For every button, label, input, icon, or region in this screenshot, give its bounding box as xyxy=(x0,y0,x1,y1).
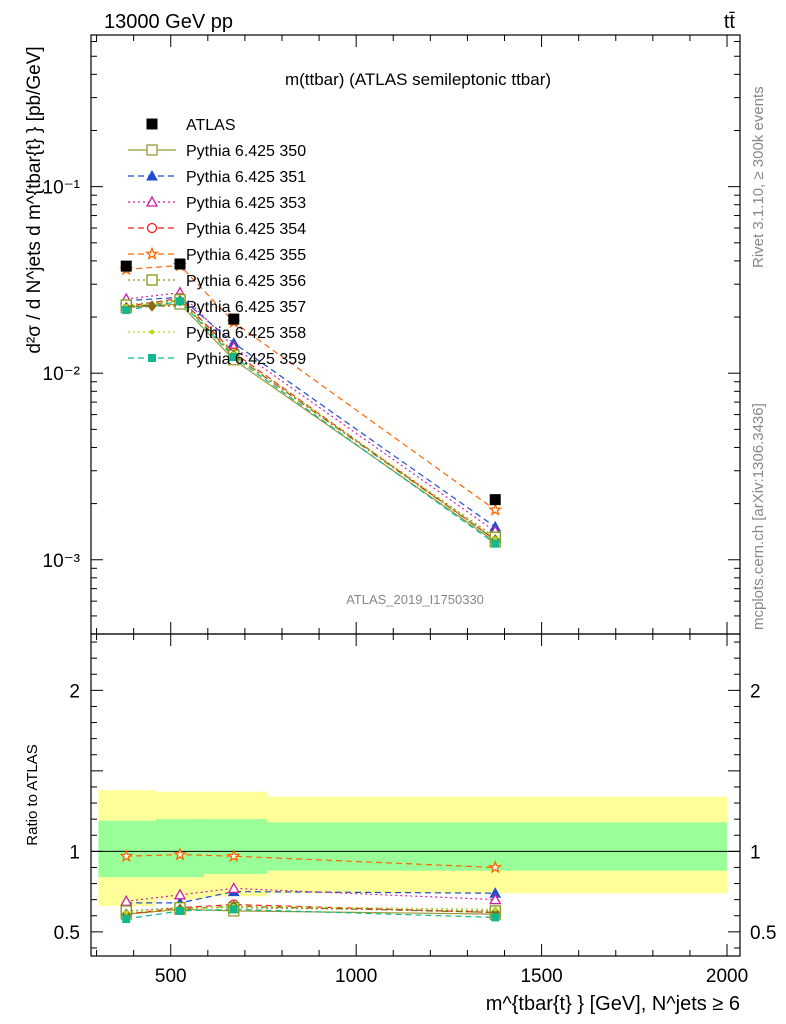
ratio-line-7 xyxy=(126,905,496,914)
legend-label: Pythia 6.425 356 xyxy=(186,273,306,290)
data-point xyxy=(488,502,503,516)
series-line-4 xyxy=(126,264,496,511)
ratio-point xyxy=(120,894,133,906)
ratio-line-4 xyxy=(126,853,496,869)
atlas-data-point xyxy=(120,260,132,272)
watermark: ATLAS_2019_I1750330 xyxy=(346,592,484,607)
ratio-point xyxy=(227,882,240,894)
ratio-point xyxy=(173,888,187,900)
legend-marker xyxy=(148,354,156,362)
x-tick-label: 1500 xyxy=(520,966,562,987)
rivet-label: Rivet 3.1.10, ≥ 300k events xyxy=(750,86,767,268)
x-tick-label: 500 xyxy=(155,966,187,987)
ratio-point xyxy=(488,860,503,874)
legend-label: Pythia 6.425 350 xyxy=(186,143,306,160)
series-line-8 xyxy=(126,300,496,545)
series-line-1 xyxy=(126,296,496,528)
legend-marker xyxy=(146,222,158,234)
atlas-data-point xyxy=(489,494,501,506)
legend-label: Pythia 6.425 354 xyxy=(186,221,306,238)
series-markers xyxy=(119,258,503,923)
legend-marker xyxy=(145,195,159,207)
legend-marker xyxy=(146,144,158,156)
chart-text: 13000 GeV pp tt̄ m(ttbar) (ATLAS semilep… xyxy=(24,11,767,1015)
ratio-y-tick-label: 0.5 xyxy=(54,923,80,944)
series-line-0 xyxy=(126,303,496,543)
data-point xyxy=(122,306,131,315)
data-point xyxy=(176,297,185,306)
header-left: 13000 GeV pp xyxy=(104,11,233,33)
ratio-line-2 xyxy=(126,887,496,902)
ratio-point xyxy=(123,910,129,915)
ratio-line-8 xyxy=(126,908,496,920)
ratio-point xyxy=(176,906,185,915)
legend-marker xyxy=(149,329,155,335)
x-tick-label: 2000 xyxy=(706,966,748,987)
ratio-point xyxy=(226,848,241,863)
source-label: mcplots.cern.ch [arXiv:1306.3436] xyxy=(750,403,767,630)
legend-label: ATLAS xyxy=(186,117,236,134)
axes-ticks: 500 1000 1500 2000 10⁻³ 10⁻² 10⁻¹ 0.5 0.5 1 1 2 2 xyxy=(43,35,776,987)
ratio-uncertainty-bands xyxy=(91,790,740,907)
y-tick-label: 10⁻¹ xyxy=(43,178,81,199)
legend-marker-atlas xyxy=(146,118,158,130)
series-line-7 xyxy=(126,299,496,539)
legend-label: Pythia 6.425 351 xyxy=(186,169,306,186)
series-line-6 xyxy=(126,299,496,541)
series-line-5 xyxy=(126,298,496,538)
ratio-y-axis-label: Ratio to ATLAS xyxy=(24,744,41,845)
legend-label: Pythia 6.425 359 xyxy=(186,351,306,368)
ratio-y-tick-label: 1 xyxy=(69,842,80,863)
legend-label: Pythia 6.425 353 xyxy=(186,195,306,212)
legend-label: Pythia 6.425 355 xyxy=(186,247,306,264)
y-tick-label: 10⁻³ xyxy=(43,551,81,572)
ratio-point xyxy=(492,907,498,912)
legend-marker xyxy=(146,169,158,181)
legend-marker xyxy=(146,274,158,286)
ratio-point xyxy=(491,913,500,922)
legend: ATLAS Pythia 6.425 350 Pythia 6.425 351 Pyt… xyxy=(128,117,306,368)
y-axis-label: d²σ / d N^jets d m^{tbar{t} } [pb/GeV] xyxy=(24,46,45,353)
series-line-2 xyxy=(126,292,496,532)
legend-marker xyxy=(147,300,157,312)
ratio-point xyxy=(122,914,131,923)
data-point xyxy=(491,539,500,548)
ratio-point xyxy=(489,893,502,905)
plot-frames xyxy=(90,34,741,957)
ratio-point xyxy=(229,905,238,914)
ratio-y-tick-label: 2 xyxy=(69,681,80,702)
legend-marker xyxy=(144,246,160,261)
atlas-data-point xyxy=(228,313,240,325)
ratio-line-1 xyxy=(126,890,496,904)
legend-label: Pythia 6.425 357 xyxy=(186,299,306,316)
ratio-line-3 xyxy=(126,903,496,915)
header-right: tt̄ xyxy=(724,11,736,33)
ratio-y-tick-label: 1 xyxy=(750,842,761,863)
data-point xyxy=(229,353,238,362)
atlas-data-point xyxy=(174,258,186,270)
ratio-point xyxy=(119,848,134,863)
ratio-y-tick-label: 2 xyxy=(750,681,761,702)
stat-band xyxy=(267,822,728,871)
x-tick-label: 1000 xyxy=(335,966,377,987)
chart-title: m(ttbar) (ATLAS semileptonic ttbar) xyxy=(285,70,551,89)
legend-label: Pythia 6.425 358 xyxy=(186,325,306,342)
y-tick-label: 10⁻² xyxy=(43,364,81,385)
stat-band xyxy=(204,819,268,874)
ratio-y-tick-label: 0.5 xyxy=(750,923,776,944)
ratio-point xyxy=(172,847,188,861)
stat-band xyxy=(98,820,156,878)
x-axis-label: m^{tbar{t} } [GeV], N^jets ≥ 6 xyxy=(486,993,740,1015)
